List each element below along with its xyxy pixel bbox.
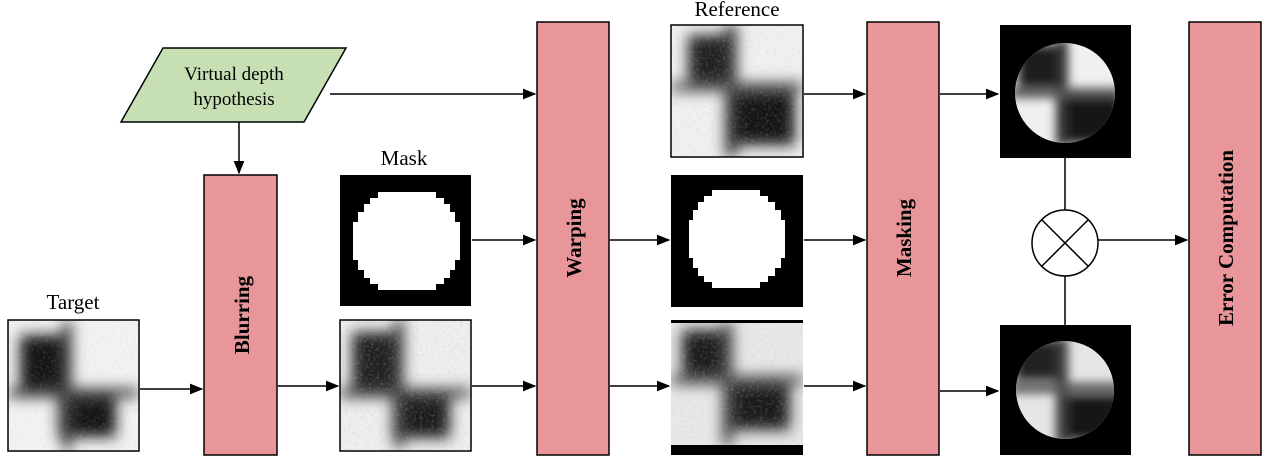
virtual-depth-label-line2: hypothesis xyxy=(193,89,274,110)
reference-patch-image xyxy=(671,25,803,157)
virtual-depth-label-line1: Virtual depth xyxy=(184,64,284,85)
warping-block: Warping xyxy=(537,22,609,455)
combine-operator xyxy=(1032,158,1098,325)
blurring-label: Blurring xyxy=(230,275,254,354)
mask-label: Mask xyxy=(381,146,428,170)
warped-mask-image xyxy=(671,175,803,307)
masking-block: Masking xyxy=(867,22,939,455)
warped-target-patch-image xyxy=(671,320,803,455)
masked-reference-image xyxy=(1000,25,1131,158)
target-patch-image xyxy=(8,320,139,451)
error-computation-label: Error Computation xyxy=(1214,150,1238,326)
warping-label: Warping xyxy=(562,198,586,278)
virtual-depth-hypothesis-node: Virtual depth hypothesis xyxy=(121,48,346,122)
blurring-block: Blurring xyxy=(204,175,277,455)
masked-warped-image xyxy=(1000,325,1131,455)
target-label: Target xyxy=(47,290,100,314)
masking-label: Masking xyxy=(892,198,916,277)
blurred-target-patch-image xyxy=(340,320,471,451)
error-computation-block: Error Computation xyxy=(1189,22,1261,455)
reference-label: Reference xyxy=(694,0,779,21)
mask-patch-image xyxy=(340,175,471,306)
